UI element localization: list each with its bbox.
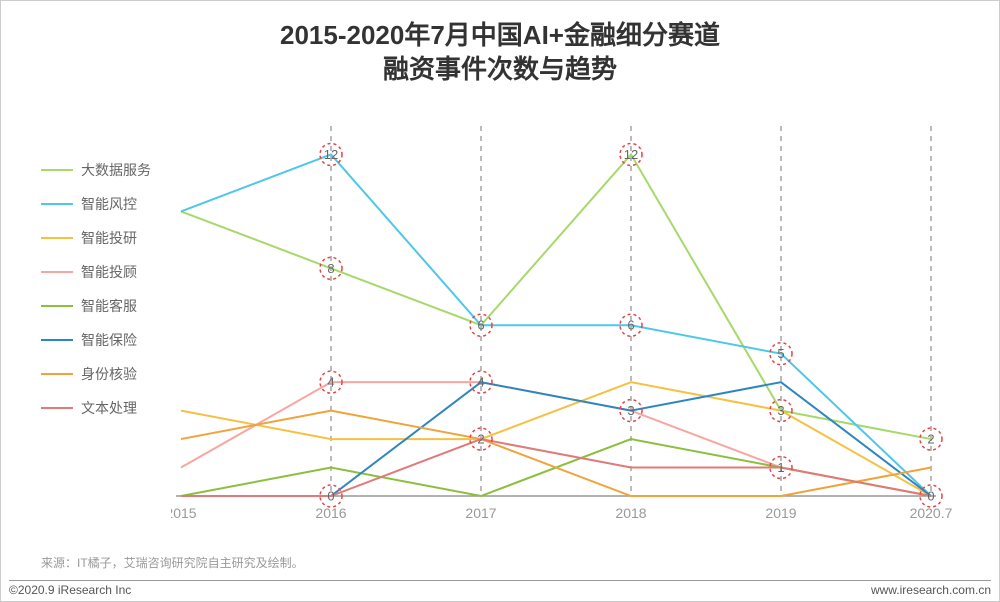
legend-item: 智能投顾: [41, 262, 161, 282]
value-marker-label: 6: [477, 318, 484, 333]
value-marker-label: 6: [627, 318, 634, 333]
chart-container: 2015-2020年7月中国AI+金融细分赛道 融资事件次数与趋势 大数据服务智…: [0, 0, 1000, 602]
legend-swatch: [41, 203, 73, 205]
legend-item: 身份核验: [41, 364, 161, 384]
legend-swatch: [41, 373, 73, 375]
footer-right: www.iresearch.com.cn: [871, 583, 991, 597]
legend-swatch: [41, 169, 73, 171]
legend-item: 智能保险: [41, 330, 161, 350]
legend-item: 大数据服务: [41, 160, 161, 180]
legend-item: 智能客服: [41, 296, 161, 316]
value-marker-label: 0: [327, 489, 334, 504]
value-marker-label: 2: [927, 432, 934, 447]
chart-title: 2015-2020年7月中国AI+金融细分赛道 融资事件次数与趋势: [1, 1, 999, 87]
x-axis-label: 2015: [171, 505, 197, 521]
series-line: [181, 154, 931, 496]
legend-label: 智能客服: [81, 296, 137, 316]
legend-item: 文本处理: [41, 398, 161, 418]
title-line-2: 融资事件次数与趋势: [1, 53, 999, 87]
series-line: [181, 382, 931, 496]
value-marker-label: 8: [327, 261, 334, 276]
legend-label: 智能投研: [81, 228, 137, 248]
x-axis-label: 2016: [315, 505, 346, 521]
x-axis-label: 2020.7: [910, 505, 953, 521]
legend-swatch: [41, 339, 73, 341]
footer-left: ©2020.9 iResearch Inc: [9, 583, 131, 597]
chart: 大数据服务智能风控智能投研智能投顾智能客服智能保险身份核验文本处理 201520…: [41, 116, 961, 536]
x-axis-label: 2017: [465, 505, 496, 521]
value-marker-label: 1: [777, 460, 784, 475]
legend-label: 文本处理: [81, 398, 137, 418]
value-marker-label: 4: [477, 375, 484, 390]
legend-swatch: [41, 305, 73, 307]
legend-label: 身份核验: [81, 364, 137, 384]
value-marker-label: 12: [324, 147, 338, 162]
x-axis-label: 2019: [765, 505, 796, 521]
legend-label: 智能风控: [81, 194, 137, 214]
legend-swatch: [41, 271, 73, 273]
value-marker-label: 4: [327, 375, 334, 390]
legend-label: 智能投顾: [81, 262, 137, 282]
legend-label: 智能保险: [81, 330, 137, 350]
legend-item: 智能投研: [41, 228, 161, 248]
title-line-1: 2015-2020年7月中国AI+金融细分赛道: [1, 19, 999, 53]
value-marker-label: 12: [624, 147, 638, 162]
source-text: 来源：IT橘子，艾瑞咨询研究院自主研究及绘制。: [41, 554, 304, 571]
legend-swatch: [41, 407, 73, 409]
plot-svg: 201520162017201820192020.712840642126353…: [171, 116, 961, 536]
legend-label: 大数据服务: [81, 160, 151, 180]
legend-item: 智能风控: [41, 194, 161, 214]
value-marker-label: 5: [777, 346, 784, 361]
series-line: [181, 382, 931, 496]
legend-swatch: [41, 237, 73, 239]
plot-area: 201520162017201820192020.712840642126353…: [171, 116, 961, 536]
value-marker-label: 2: [477, 432, 484, 447]
legend: 大数据服务智能风控智能投研智能投顾智能客服智能保险身份核验文本处理: [41, 146, 161, 432]
footer: ©2020.9 iResearch Inc www.iresearch.com.…: [9, 580, 991, 597]
value-marker-label: 0: [927, 489, 934, 504]
series-line: [181, 382, 931, 496]
x-axis-label: 2018: [615, 505, 646, 521]
value-marker-label: 3: [777, 403, 784, 418]
value-marker-label: 3: [627, 403, 634, 418]
